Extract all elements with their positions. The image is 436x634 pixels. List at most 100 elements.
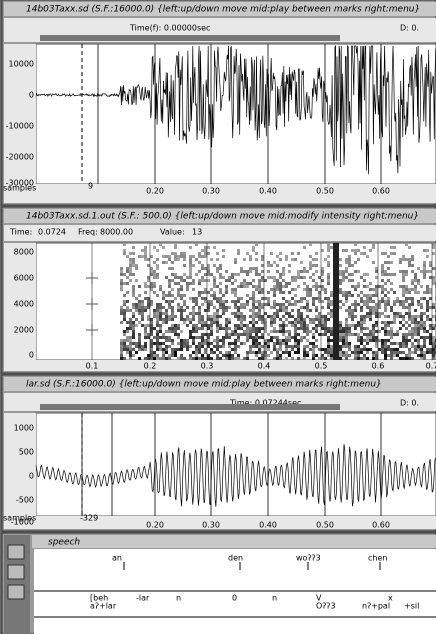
spectrogram-cell [249,258,252,261]
spectrogram-cell [429,288,432,291]
spectrogram-cell [354,357,357,360]
spectrogram-cell [159,315,162,318]
spectrogram-cell [123,273,126,276]
spectrogram-cell [168,315,171,318]
spectrogram-cell [285,312,288,315]
spectrogram-cell [342,336,345,339]
spectrogram-cell [408,351,411,354]
spectrogram-cell [249,351,252,354]
spectrogram-cell [408,348,411,351]
spectrogram-cell [153,327,156,330]
icon-button[interactable] [7,584,25,600]
spectrogram-cell [423,261,426,264]
spectrogram-cell [384,261,387,264]
spectrogram-cell [249,336,252,339]
spectrogram-cell [171,309,174,312]
spectrogram-cell [171,273,174,276]
spectrogram-cell [351,351,354,354]
spectrogram-cell [141,255,144,258]
spectrogram-cell [303,276,306,279]
spectrogram-cell [162,333,165,336]
spectrogram-cell [189,336,192,339]
spectrogram-cell [147,258,150,261]
spectrogram-cell [417,348,420,351]
spectrogram-cell [279,258,282,261]
spectrogram-cell [165,300,168,303]
spectrogram-cell [297,327,300,330]
spectrogram-cell [213,339,216,342]
spectrogram-cell [432,303,435,306]
spectrogram-cell [243,330,246,333]
spectrogram-cell [381,273,384,276]
spectrogram-cell [258,309,261,312]
spectrogram-cell [216,342,219,345]
spectrogram-cell [363,315,366,318]
spectrogram-cell [228,318,231,321]
spectrogram-cell [231,348,234,351]
spectrogram-cell [345,249,348,252]
spectrogram-cell [144,327,147,330]
status-text: 8000.00 [100,228,133,237]
spectrogram-cell [342,303,345,306]
spectrogram-cell [246,270,249,273]
label: V [316,594,322,603]
spectrogram-cell [363,279,366,282]
spectrogram-cell [162,291,165,294]
spectrogram-cell [369,309,372,312]
spectrogram-cell [300,318,303,321]
spectrogram-cell [150,357,153,360]
spectrogram-cell [273,300,276,303]
spectrogram-cell [204,342,207,345]
spectrogram-cell [198,306,201,309]
spectrogram-cell [147,285,150,288]
spectrogram-cell [216,348,219,351]
spectrogram-cell [279,252,282,255]
spectrogram-cell [180,309,183,312]
spectrogram-cell [246,339,249,342]
progress-bar[interactable] [40,404,340,410]
y-label: -20000 [6,153,34,162]
spectrogram-cell [210,348,213,351]
spectrogram-cell [156,273,159,276]
spectrogram-cell [402,258,405,261]
spectrogram-cell [372,306,375,309]
spectrogram-cell [120,270,123,273]
spectrogram-cell [399,270,402,273]
spectrogram-cell [363,246,366,249]
spectrogram-cell [150,273,153,276]
spectrogram-cell [366,306,369,309]
spectrogram-cell [243,285,246,288]
spectrogram-cell [285,351,288,354]
spectrogram-cell [213,246,216,249]
spectrogram-cell [414,351,417,354]
spectrogram-cell [237,306,240,309]
spectrogram-cell [168,354,171,357]
spectrogram-cell [189,246,192,249]
spectrogram-cell [252,309,255,312]
progress-bar[interactable] [40,35,340,41]
spectrogram-cell [237,357,240,360]
spectrogram-cell [396,330,399,333]
spectrogram-cell [420,354,423,357]
spectrogram-cell [120,306,123,309]
spectrogram-cell [339,354,342,357]
spectrogram-cell [411,303,414,306]
spectrogram-cell [129,270,132,273]
spectrogram-cell [327,249,330,252]
spectrogram-cell [219,264,222,267]
spectrogram-cell [315,297,318,300]
spectrogram-cell [306,327,309,330]
spectrogram-cell [276,288,279,291]
icon-button[interactable] [7,544,25,560]
axis-area [4,243,36,371]
spectrogram-cell [183,258,186,261]
spectrogram-cell [324,333,327,336]
spectrogram-cell [393,273,396,276]
icon-button[interactable] [7,564,25,580]
spectrogram-cell [267,270,270,273]
spectrogram-cell [405,321,408,324]
spectrogram-cell [150,267,153,270]
spectrogram-cell [360,300,363,303]
spectrogram-cell [198,309,201,312]
spectrogram-cell [258,300,261,303]
